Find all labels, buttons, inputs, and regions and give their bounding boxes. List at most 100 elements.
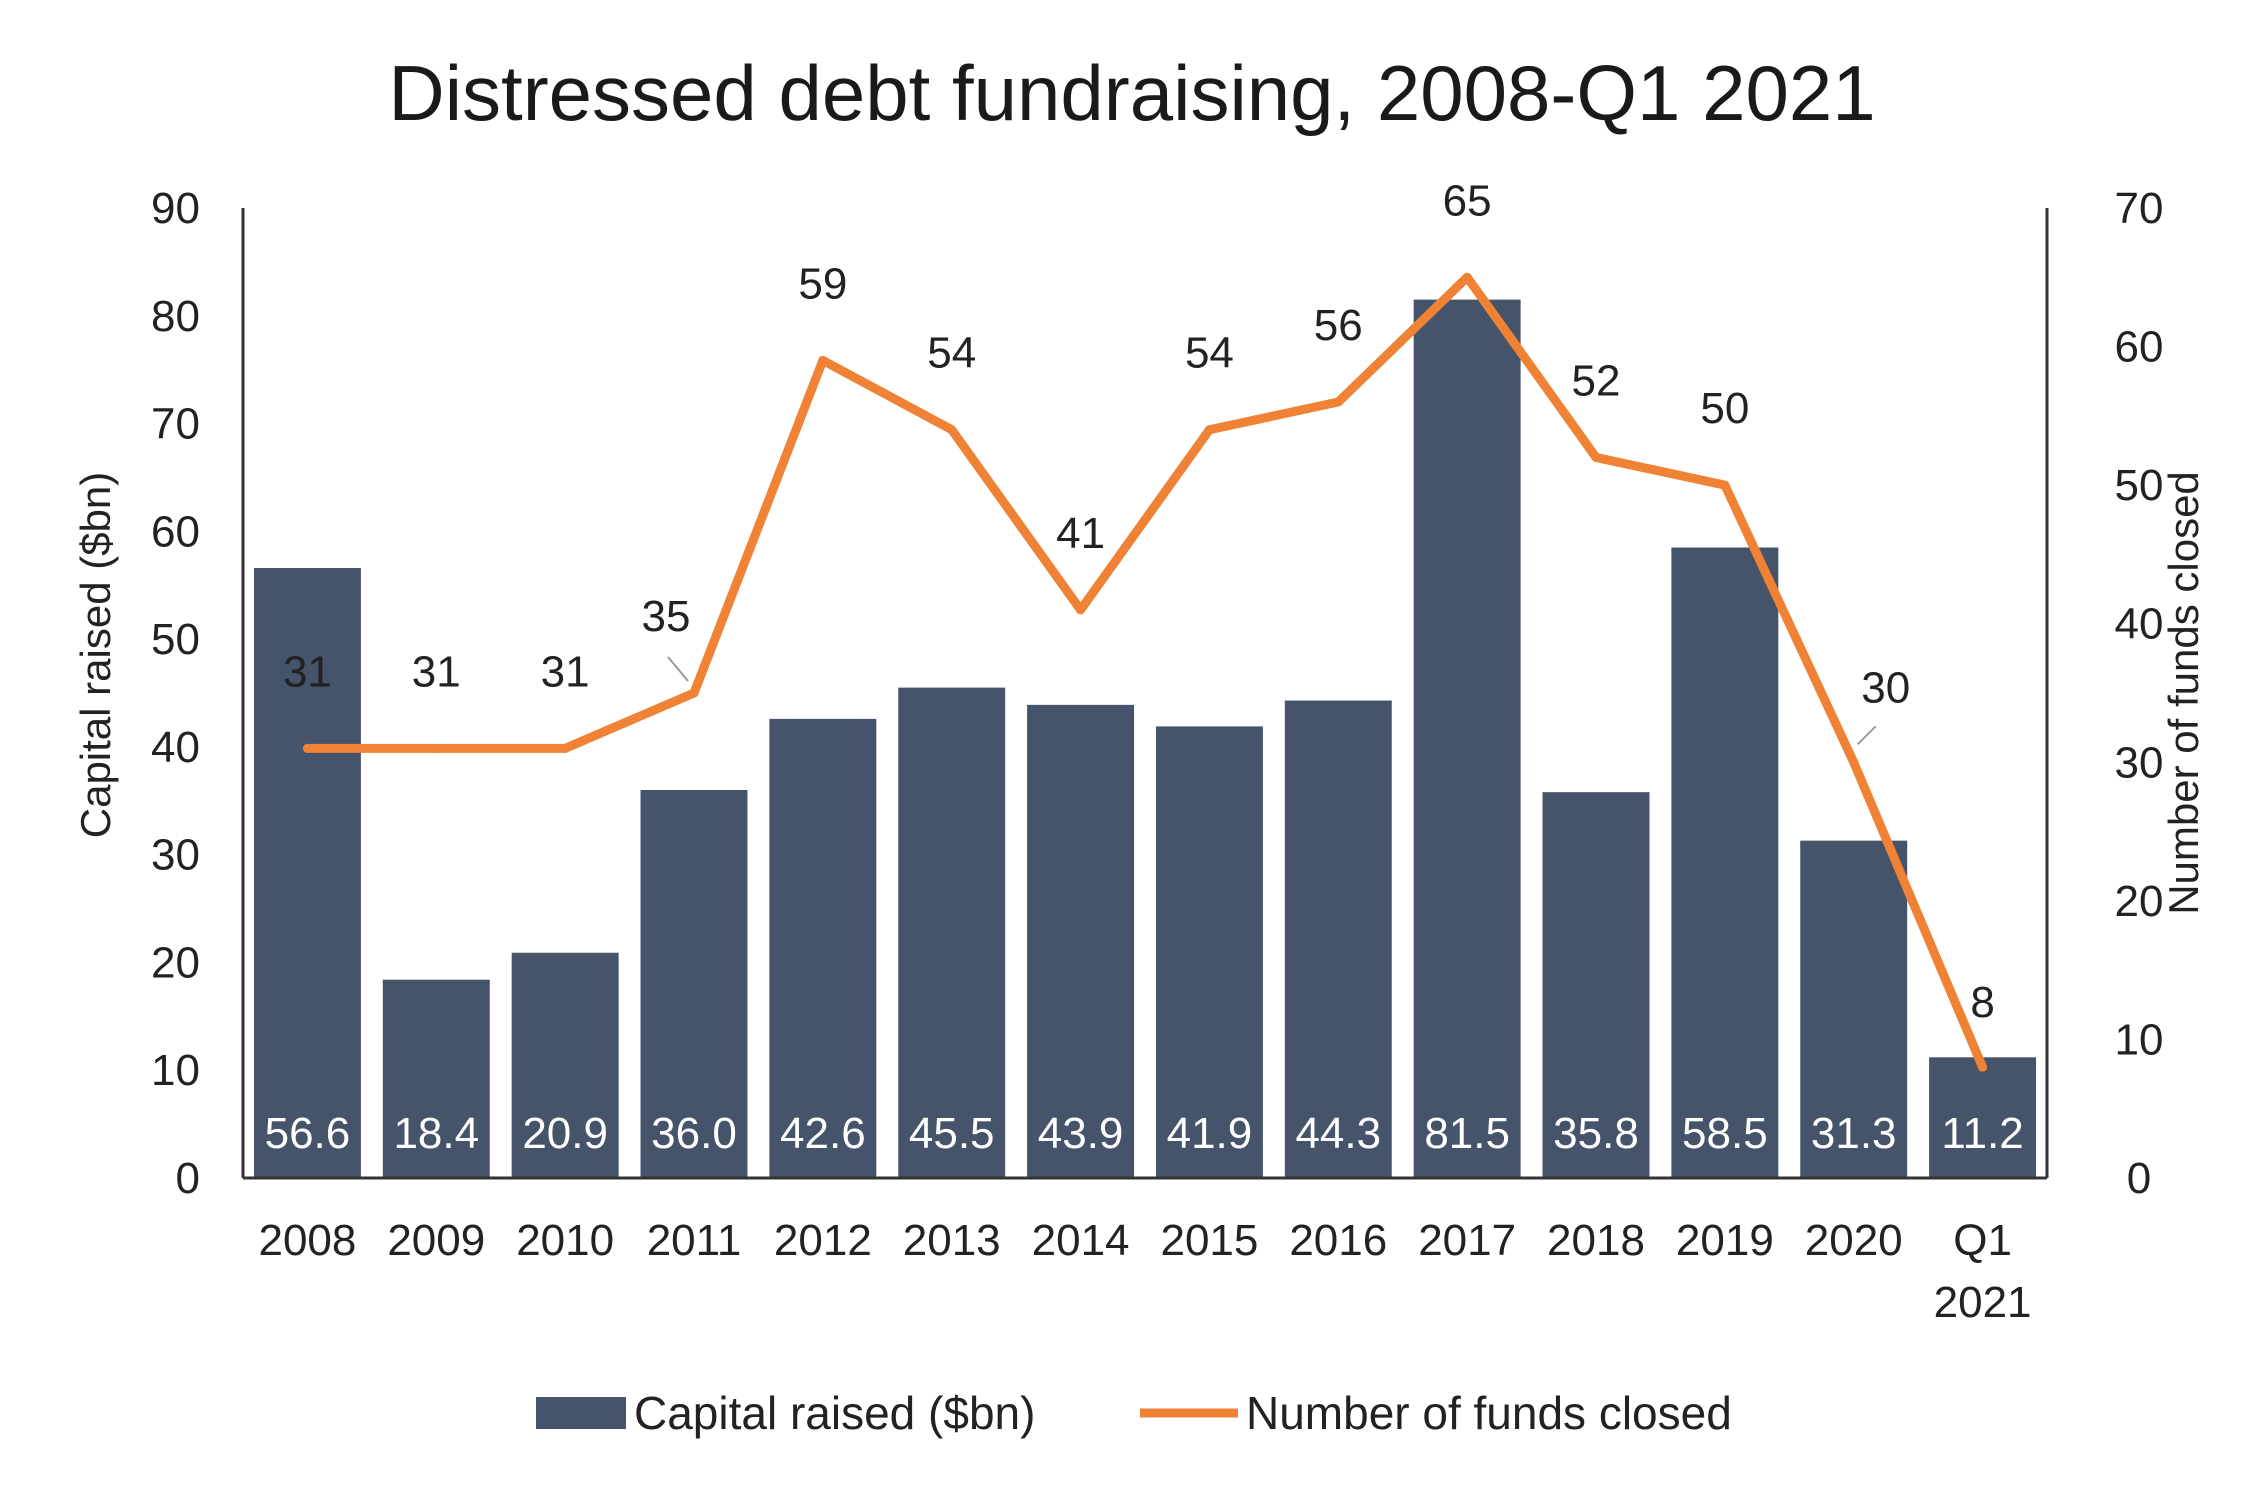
funds-point	[1333, 397, 1343, 407]
x-tick-label: 2012	[774, 1216, 872, 1265]
funds-point	[1076, 605, 1086, 615]
line-value-label: 35	[642, 592, 691, 641]
funds-line	[302, 272, 1988, 1072]
bar	[898, 687, 1006, 1178]
line-value-label: 31	[541, 647, 590, 696]
line-value-label: 50	[1700, 384, 1749, 433]
x-tick-label: 2013	[903, 1216, 1001, 1265]
left-tick-label: 0	[176, 1154, 200, 1203]
bar	[382, 979, 490, 1178]
legend-bar-label: Capital raised ($bn)	[634, 1387, 1035, 1439]
right-tick-label: 50	[2115, 461, 2164, 510]
left-tick-label: 70	[151, 400, 200, 449]
line-value-label: 59	[798, 259, 847, 308]
legend-bar-swatch	[536, 1397, 626, 1429]
bar	[1155, 726, 1263, 1178]
bar-value-label: 42.6	[780, 1109, 866, 1158]
bar-value-label: 36.0	[651, 1109, 737, 1158]
right-tick-label: 60	[2115, 323, 2164, 372]
bar-value-label: 11.2	[1941, 1109, 2023, 1158]
right-axis-ticks: 0 10 20 30 40 50 60 70	[2115, 184, 2164, 1203]
bar-value-label: 81.5	[1424, 1109, 1510, 1158]
bar-value-label: 20.9	[522, 1109, 608, 1158]
bar	[1413, 299, 1521, 1179]
x-tick-label: 2014	[1032, 1216, 1130, 1265]
bar-value-label: 58.5	[1682, 1109, 1768, 1158]
left-tick-label: 90	[151, 184, 200, 233]
funds-point	[1849, 757, 1859, 767]
funds-point	[302, 743, 312, 753]
x-tick-label: 2019	[1676, 1216, 1774, 1265]
bar-value-label: 44.3	[1295, 1109, 1381, 1158]
left-tick-label: 60	[151, 507, 200, 556]
funds-line-layer	[302, 272, 1988, 1072]
left-tick-label: 10	[151, 1046, 200, 1095]
axes	[241, 208, 2049, 1180]
line-value-label: 56	[1314, 301, 1363, 350]
line-value-label: 65	[1443, 176, 1492, 225]
bar	[1929, 1057, 2037, 1178]
right-tick-label: 20	[2115, 877, 2164, 926]
bar-value-label: 18.4	[393, 1109, 479, 1158]
bar	[1671, 547, 1779, 1178]
line-value-label: 8	[1970, 978, 1994, 1027]
y2-axis-title: Number of funds closed	[2160, 471, 2207, 915]
x-tick-label: 2016	[1289, 1216, 1387, 1265]
x-tick-label: 2009	[387, 1216, 485, 1265]
funds-point	[818, 355, 828, 365]
line-value-label: 31	[283, 647, 332, 696]
funds-point	[1978, 1062, 1988, 1072]
bar-value-label: 31.3	[1811, 1109, 1897, 1158]
bar	[1542, 792, 1650, 1178]
line-value-label: 52	[1572, 356, 1621, 405]
legend: Capital raised ($bn) Number of funds clo…	[536, 1387, 1732, 1439]
x-tick-label: 2015	[1160, 1216, 1258, 1265]
left-tick-label: 30	[151, 831, 200, 880]
bar-value-label: 56.6	[265, 1109, 351, 1158]
right-tick-label: 70	[2115, 184, 2164, 233]
right-tick-label: 30	[2115, 738, 2164, 787]
bar-value-labels: 56.6 18.4 20.9 36.0 42.6 45.5 43.9 41.9 44.3 81.5…	[265, 1109, 2024, 1158]
funds-point	[1462, 272, 1472, 282]
x-tick-label: 2008	[258, 1216, 356, 1265]
left-tick-label: 20	[151, 938, 200, 987]
funds-point	[1591, 452, 1601, 462]
x-tick-label: Q1	[1953, 1216, 2012, 1265]
leader-line	[667, 656, 689, 682]
line-value-labels: 31 31 31 35 59 54 41 54 56 65 52 50 30 8	[283, 176, 1995, 1027]
left-tick-label: 40	[151, 723, 200, 772]
legend-line-label: Number of funds closed	[1246, 1387, 1732, 1439]
y-axis-title: Capital raised ($bn)	[72, 472, 119, 839]
funds-point	[1204, 425, 1214, 435]
bar	[1027, 704, 1135, 1178]
left-tick-label: 50	[151, 615, 200, 664]
line-value-label: 54	[1185, 329, 1234, 378]
bar	[769, 718, 877, 1178]
bar	[253, 567, 361, 1178]
bar	[640, 790, 748, 1178]
x-tick-label: 2018	[1547, 1216, 1645, 1265]
left-axis-ticks: 0 10 20 30 40 50 60 70 80 90	[151, 184, 200, 1203]
line-value-label: 30	[1861, 663, 1910, 712]
x-tick-label: 2011	[647, 1216, 742, 1265]
right-tick-label: 10	[2115, 1015, 2164, 1064]
funds-point	[431, 743, 441, 753]
funds-point	[689, 688, 699, 698]
line-value-label: 31	[412, 647, 461, 696]
right-tick-label: 0	[2127, 1154, 2151, 1203]
bar-value-label: 43.9	[1038, 1109, 1124, 1158]
funds-point	[560, 743, 570, 753]
bar	[1284, 700, 1392, 1178]
bars	[253, 299, 2037, 1179]
bar-value-label: 35.8	[1553, 1109, 1639, 1158]
x-tick-label: 2017	[1418, 1216, 1516, 1265]
funds-point	[1720, 480, 1730, 490]
bar-value-label: 45.5	[909, 1109, 995, 1158]
bar-value-label: 41.9	[1167, 1109, 1253, 1158]
bar	[511, 952, 619, 1178]
x-tick-label: 2020	[1805, 1216, 1903, 1265]
bar	[1800, 840, 1908, 1178]
leader-line	[1857, 725, 1877, 745]
